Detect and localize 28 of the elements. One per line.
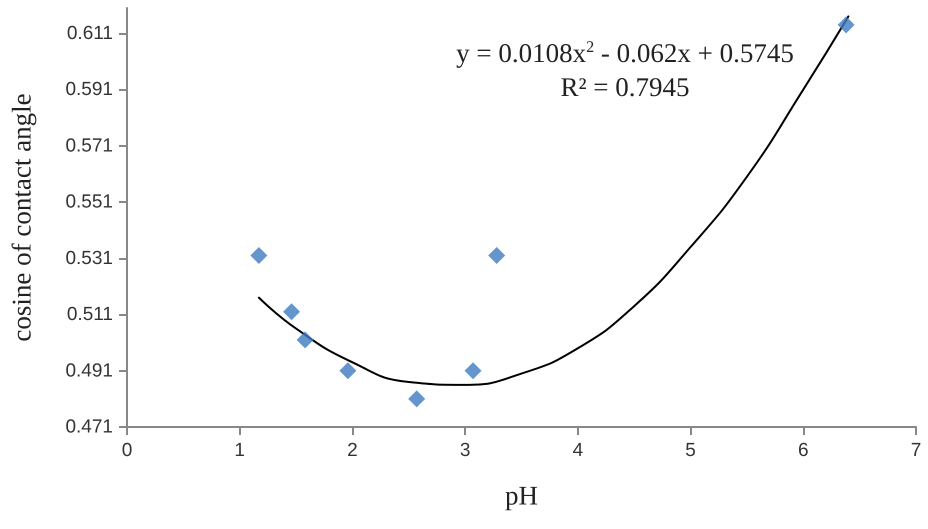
y-tick-label: 0.531 <box>65 248 113 269</box>
annotation: R² = 0.7945 <box>559 71 691 104</box>
y-tick-label: 0.471 <box>65 416 113 438</box>
y-tick-label: 0.491 <box>65 360 113 382</box>
point <box>250 246 268 264</box>
y-tick-label: 0.571 <box>65 135 113 156</box>
x-axis-title: pH <box>505 480 538 510</box>
point <box>838 16 855 34</box>
y-tick-label: 0.551 <box>65 192 113 213</box>
point <box>339 362 356 380</box>
y-tick-label: 0.591 <box>65 79 113 100</box>
y-tick-label: 0.611 <box>66 22 113 44</box>
point <box>283 303 300 320</box>
point <box>464 362 482 380</box>
x-tick-label: 0 <box>122 440 132 461</box>
y-tick-label: 0.511 <box>66 304 113 326</box>
x-tick-label: 3 <box>460 440 470 461</box>
point <box>296 331 314 348</box>
x-tick-label: 4 <box>572 440 584 461</box>
x-tick-label: 2 <box>347 440 358 461</box>
x-tick-label: 1 <box>234 440 246 461</box>
x-tick-label: 5 <box>685 440 696 461</box>
x-tick-label: 6 <box>798 440 809 461</box>
x-tick-label: 7 <box>910 440 922 461</box>
point <box>488 246 506 264</box>
point <box>408 390 426 408</box>
annotation: y = 0.0108x$^{2}$ - 0.062x + 0.5745 <box>455 37 795 70</box>
y-axis-title: cosine of contact angle <box>6 93 36 342</box>
